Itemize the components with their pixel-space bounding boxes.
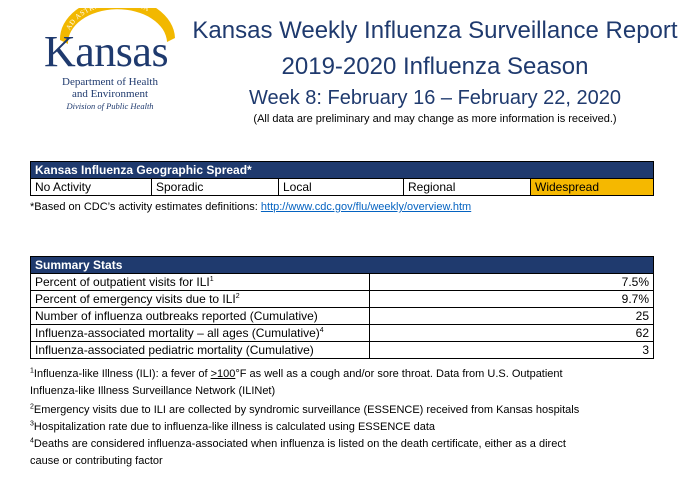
logo-dept-line1: Department of Health: [62, 76, 158, 88]
logo-wordmark: Kansas: [44, 27, 169, 76]
logo-division: Division of Public Health: [66, 101, 154, 111]
level-widespread: Widespread: [530, 178, 654, 196]
disclaimer: (All data are preliminary and may change…: [253, 113, 617, 125]
footnote-1: 1Influenza-like Illness (ILI): a fever o…: [30, 367, 563, 397]
cdc-note-text: *Based on CDC’s activity estimates defin…: [30, 201, 261, 213]
stat-value: 9.7%: [369, 290, 654, 308]
summary-title: Summary Stats: [30, 256, 654, 274]
stat-value: 62: [369, 324, 654, 342]
level-local: Local: [278, 178, 404, 196]
week-title: Week 8: February 16 – February 22, 2020: [248, 87, 622, 109]
table-row: Influenza-associated mortality – all age…: [30, 324, 654, 342]
geographic-spread-table: Kansas Influenza Geographic Spread* No A…: [30, 161, 654, 196]
stat-value: 25: [369, 307, 654, 325]
table-row: Percent of emergency visits due to ILI2 …: [30, 290, 654, 308]
stat-label: Influenza-associated mortality – all age…: [30, 324, 370, 342]
footnote-4: 4Deaths are considered influenza-associa…: [30, 437, 566, 467]
level-no-activity: No Activity: [30, 178, 152, 196]
logo-dept-line2: and Environment: [71, 88, 149, 100]
table-row: Number of influenza outbreaks reported (…: [30, 307, 654, 325]
stat-label: Influenza-associated pediatric mortality…: [30, 341, 370, 359]
geo-spread-title: Kansas Influenza Geographic Spread*: [30, 161, 654, 179]
stat-value: 3: [369, 341, 654, 359]
footnote-2: 2Emergency visits due to ILI are collect…: [30, 403, 580, 416]
season-title: 2019-2020 Influenza Season: [281, 53, 589, 80]
footnote-3: 3Hospitalization rate due to influenza-l…: [30, 420, 436, 433]
level-regional: Regional: [403, 178, 531, 196]
table-row: Influenza-associated pediatric mortality…: [30, 341, 654, 359]
stat-label: Percent of emergency visits due to ILI2: [30, 290, 370, 308]
stat-label: Percent of outpatient visits for ILI1: [30, 273, 370, 291]
summary-stats-table: Summary Stats Percent of outpatient visi…: [30, 256, 654, 359]
level-sporadic: Sporadic: [151, 178, 279, 196]
stat-label: Number of influenza outbreaks reported (…: [30, 307, 370, 325]
stat-value: 7.5%: [369, 273, 654, 291]
logo-department: Department of Health and Environment: [30, 76, 190, 100]
table-row: Percent of outpatient visits for ILI1 7.…: [30, 273, 654, 291]
report-title: Kansas Weekly Influenza Surveillance Rep…: [192, 17, 678, 44]
cdc-link[interactable]: http://www.cdc.gov/flu/weekly/overview.h…: [260, 201, 472, 213]
cdc-note: *Based on CDC’s activity estimates defin…: [30, 200, 471, 215]
